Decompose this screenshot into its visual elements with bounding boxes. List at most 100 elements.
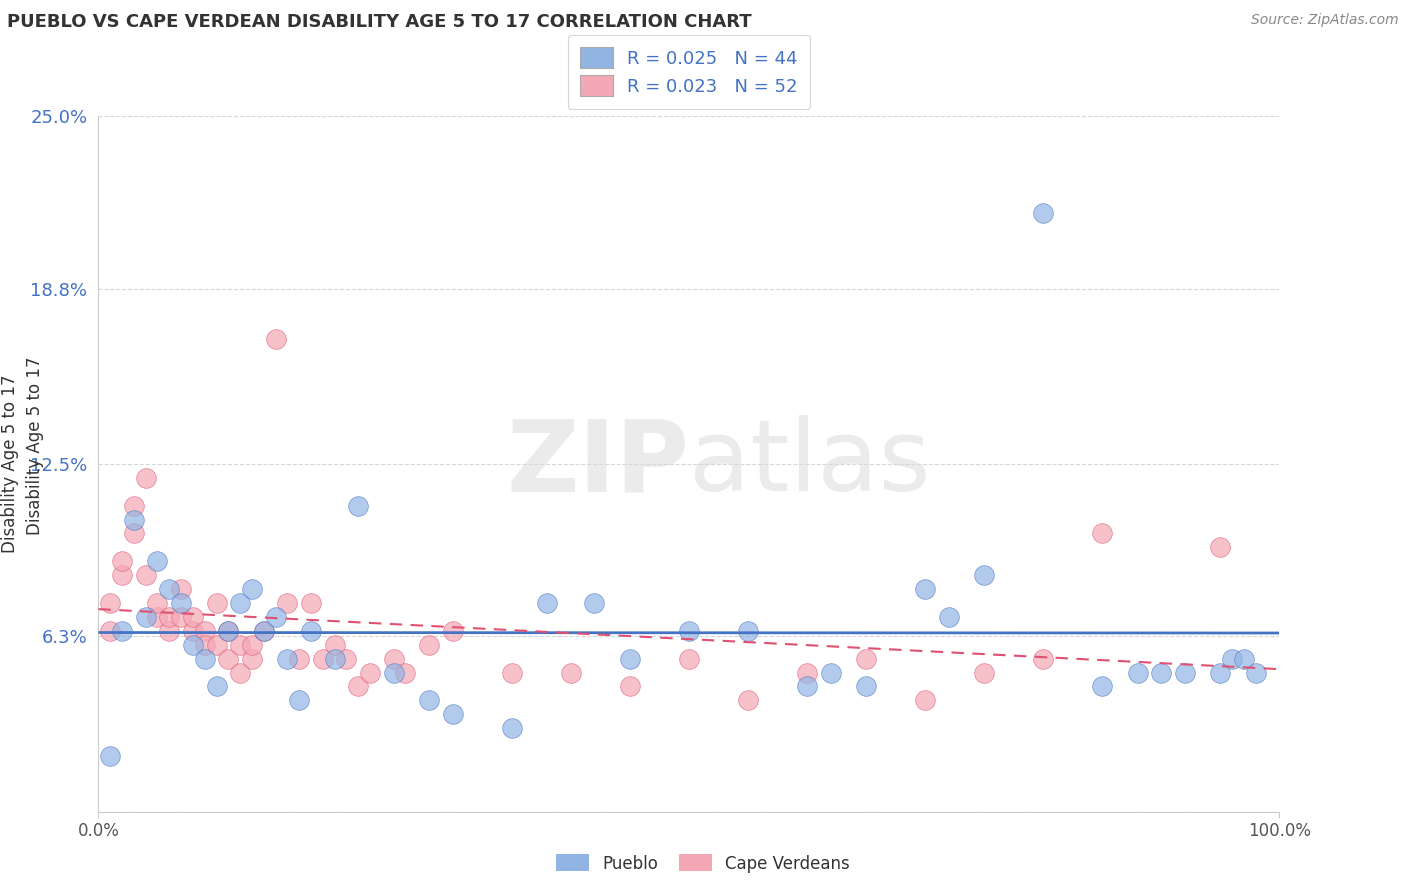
Point [288, 651, 311, 665]
Point [583, 596, 606, 610]
Point [678, 624, 700, 638]
Point [253, 624, 276, 638]
Point [619, 680, 641, 694]
Point [111, 624, 134, 638]
Point [796, 665, 818, 680]
Point [914, 693, 936, 707]
Point [276, 596, 298, 610]
Point [264, 332, 287, 346]
Point [1032, 206, 1054, 220]
Point [157, 610, 180, 624]
Point [122, 526, 145, 541]
Point [973, 665, 995, 680]
Point [1209, 665, 1232, 680]
Point [170, 596, 193, 610]
Point [536, 596, 558, 610]
Point [441, 624, 464, 638]
Point [98, 749, 121, 764]
Point [501, 665, 523, 680]
Point [299, 624, 322, 638]
Point [820, 665, 842, 680]
Point [323, 638, 346, 652]
Point [264, 610, 287, 624]
Point [382, 665, 405, 680]
Point [194, 651, 217, 665]
Point [335, 651, 357, 665]
Point [217, 624, 239, 638]
Text: atlas: atlas [689, 416, 931, 512]
Point [229, 638, 252, 652]
Point [299, 596, 322, 610]
Point [619, 651, 641, 665]
Point [347, 680, 370, 694]
Point [973, 568, 995, 582]
Point [359, 665, 381, 680]
Point [394, 665, 416, 680]
Point [146, 596, 169, 610]
Point [111, 568, 134, 582]
Point [135, 568, 157, 582]
Point [240, 638, 263, 652]
Point [855, 651, 877, 665]
Point [1209, 541, 1232, 555]
Point [194, 624, 217, 638]
Point [157, 624, 180, 638]
Point [323, 651, 346, 665]
Point [1220, 651, 1243, 665]
Point [441, 707, 464, 722]
Point [796, 680, 818, 694]
Point [678, 651, 700, 665]
Point [229, 665, 252, 680]
Point [205, 596, 228, 610]
Point [1233, 651, 1256, 665]
Point [1091, 526, 1114, 541]
Point [253, 624, 276, 638]
Point [135, 610, 157, 624]
Point [1091, 680, 1114, 694]
Point [217, 651, 239, 665]
Y-axis label: Disability Age 5 to 17: Disability Age 5 to 17 [1, 375, 18, 553]
Point [205, 638, 228, 652]
Point [560, 665, 582, 680]
Point [135, 471, 157, 485]
Point [288, 693, 311, 707]
Point [240, 651, 263, 665]
Point [737, 624, 759, 638]
Legend: Pueblo, Cape Verdeans: Pueblo, Cape Verdeans [550, 847, 856, 880]
Point [111, 554, 134, 568]
Point [98, 596, 121, 610]
Point [501, 721, 523, 735]
Point [240, 582, 263, 596]
Point [170, 610, 193, 624]
Point [170, 582, 193, 596]
Point [1032, 651, 1054, 665]
Point [938, 610, 960, 624]
Legend: R = 0.025   N = 44, R = 0.023   N = 52: R = 0.025 N = 44, R = 0.023 N = 52 [568, 35, 810, 109]
Point [418, 638, 440, 652]
Point [205, 680, 228, 694]
Point [181, 624, 204, 638]
Text: Disability Age 5 to 17: Disability Age 5 to 17 [27, 357, 44, 535]
Point [737, 693, 759, 707]
Point [146, 554, 169, 568]
Point [1150, 665, 1173, 680]
Point [418, 693, 440, 707]
Point [181, 638, 204, 652]
Text: PUEBLO VS CAPE VERDEAN DISABILITY AGE 5 TO 17 CORRELATION CHART: PUEBLO VS CAPE VERDEAN DISABILITY AGE 5 … [7, 13, 752, 31]
Point [347, 499, 370, 513]
Point [146, 610, 169, 624]
Point [122, 499, 145, 513]
Point [855, 680, 877, 694]
Point [157, 582, 180, 596]
Point [1126, 665, 1149, 680]
Point [276, 651, 298, 665]
Point [1244, 665, 1267, 680]
Point [229, 596, 252, 610]
Point [312, 651, 335, 665]
Point [382, 651, 405, 665]
Text: ZIP: ZIP [506, 416, 689, 512]
Point [217, 624, 239, 638]
Point [181, 610, 204, 624]
Point [122, 512, 145, 526]
Point [98, 624, 121, 638]
